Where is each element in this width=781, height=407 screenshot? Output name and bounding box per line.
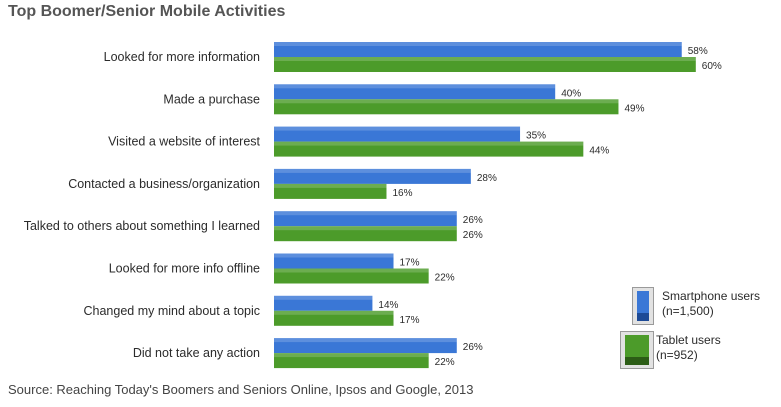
smartphone-value-label: 58% [688,46,708,57]
tablet-bar-highlight [274,183,387,188]
smartphone-value-label: 26% [463,342,483,353]
tablet-value-label: 60% [702,61,722,72]
smartphone-bar-highlight [274,42,682,46]
smartphone-value-label: 28% [477,173,497,184]
smartphone-bar-highlight [274,84,556,89]
smartphone-bar [274,295,373,311]
category-label: Did not take any action [133,346,260,360]
tablet-value-label: 26% [463,230,483,241]
smartphone-bar [274,168,471,184]
tablet-bar [274,353,429,369]
tablet-bar-highlight [274,57,696,61]
smartphone-value-label: 14% [378,300,398,311]
tablet-bar [274,57,696,72]
category-label: Looked for more info offline [109,262,260,276]
legend-tablet-label: Tablet users [656,333,721,347]
tablet-bar-highlight [274,226,457,231]
category-label: Looked for more information [104,50,260,64]
smartphone-bar-highlight [274,211,457,216]
smartphone-bar-highlight [274,295,373,300]
smartphone-bar-highlight [274,253,394,258]
tablet-bar [274,141,584,157]
category-label: Changed my mind about a topic [84,304,261,318]
tablet-value-label: 22% [435,357,455,368]
tablet-bar [274,310,394,326]
tablet-bar-highlight [274,268,429,273]
tablet-bar-highlight [274,353,429,358]
category-label: Visited a website of interest [108,135,260,149]
smartphone-bar-highlight [274,168,471,173]
source-note: Source: Reaching Today's Boomers and Sen… [8,382,474,397]
smartphone-bar-highlight [274,338,457,343]
tablet-value-label: 17% [400,315,420,326]
tablet-value-label: 44% [589,146,609,157]
tablet-bar [274,268,429,284]
legend-smartphone-n: (n=1,500) [662,304,714,318]
smartphone-bar [274,42,682,57]
tablet-bar [274,183,387,199]
smartphone-swatch-icon [632,287,654,325]
tablet-bar-highlight [274,141,584,146]
category-label: Made a purchase [163,92,260,106]
tablet-bar [274,99,619,115]
smartphone-value-label: 35% [526,131,546,142]
smartphone-bar-highlight [274,126,521,131]
tablet-value-label: 22% [435,273,455,284]
smartphone-value-label: 40% [561,88,581,99]
smartphone-bar [274,84,556,100]
category-label: Contacted a business/organization [68,177,260,191]
tablet-value-label: 16% [392,188,412,199]
tablet-bar-highlight [274,310,394,315]
legend-tablet-n: (n=952) [656,348,698,362]
tablet-bar [274,226,457,242]
legend-smartphone-label: Smartphone users [662,289,761,303]
tablet-bar-highlight [274,99,619,104]
smartphone-value-label: 26% [463,215,483,226]
bar-chart: Looked for more information 58% 60% Made a … [24,42,722,369]
tablet-swatch-icon [620,331,654,369]
smartphone-bar [274,253,394,269]
smartphone-bar [274,126,521,142]
smartphone-bar [274,211,457,227]
chart-title: Top Boomer/Senior Mobile Activities [8,3,286,20]
tablet-value-label: 49% [624,103,644,114]
smartphone-bar [274,338,457,354]
category-label: Talked to others about something I learn… [24,219,260,233]
smartphone-value-label: 17% [400,258,420,269]
